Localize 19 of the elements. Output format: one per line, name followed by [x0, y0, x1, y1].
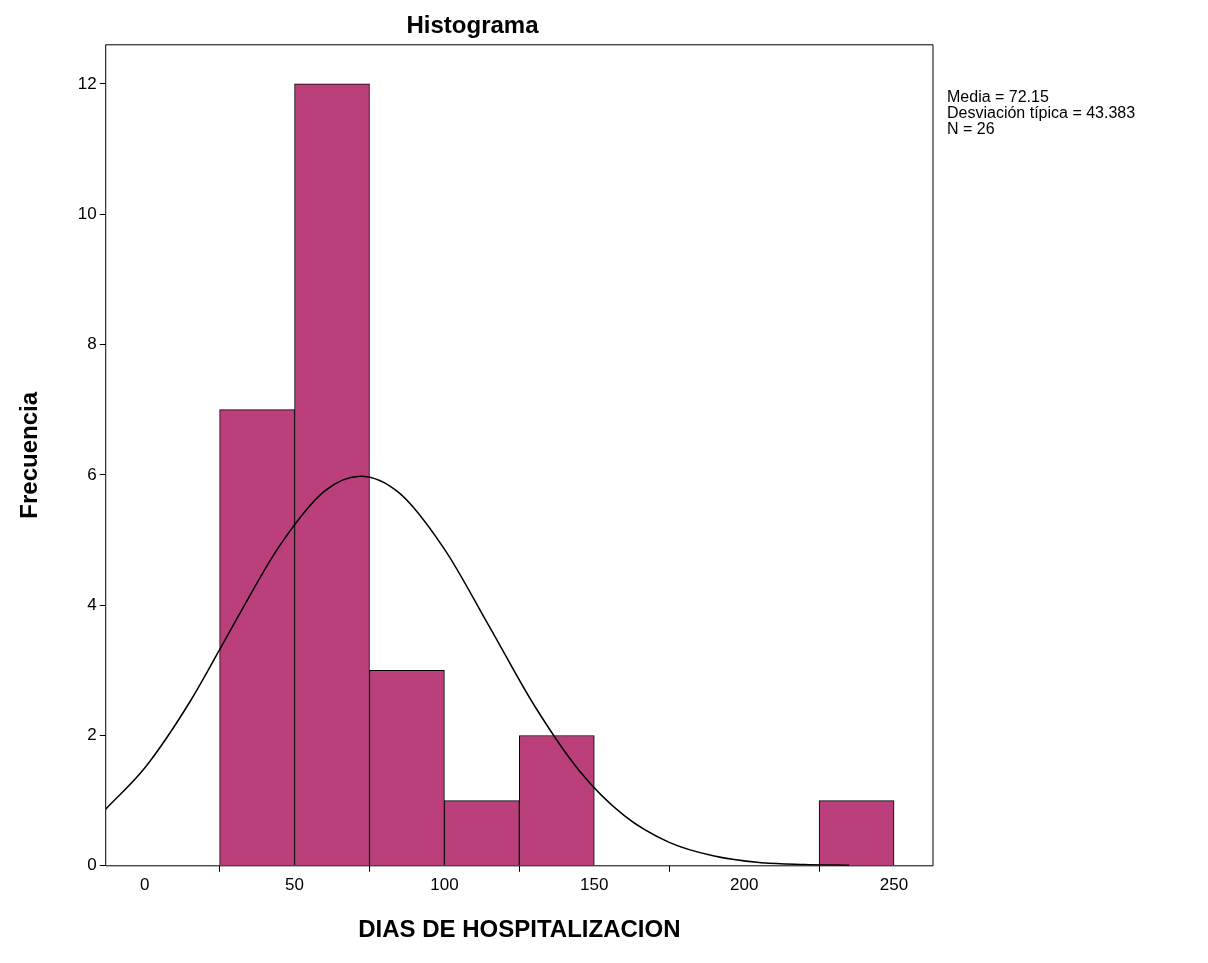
- x-tick-label: 250: [879, 874, 909, 894]
- y-tick-label: 10: [77, 203, 97, 223]
- x-tick-label: 0: [139, 874, 150, 894]
- y-tick-label: 8: [87, 334, 97, 354]
- y-tick-label: 4: [87, 594, 97, 614]
- text: Media = 72.15: [947, 88, 1049, 106]
- y-axis-title: Frecuencia: [15, 391, 43, 519]
- text: Desviación típica = 43.383: [947, 104, 1136, 122]
- y-tick-label: 12: [77, 73, 97, 93]
- x-tick-label: 50: [285, 874, 305, 894]
- chart-title: Histograma: [406, 11, 540, 39]
- x-tick-label: 150: [580, 874, 609, 894]
- x-tick-label: 200: [729, 874, 759, 894]
- y-tick-label: 0: [87, 855, 97, 875]
- y-tick-label: 2: [87, 725, 97, 745]
- text: N = 26: [947, 120, 995, 138]
- x-axis-title: DIAS DE HOSPITALIZACION: [358, 915, 681, 943]
- x-tick-label: 100: [430, 874, 459, 894]
- y-tick-label: 6: [87, 464, 97, 484]
